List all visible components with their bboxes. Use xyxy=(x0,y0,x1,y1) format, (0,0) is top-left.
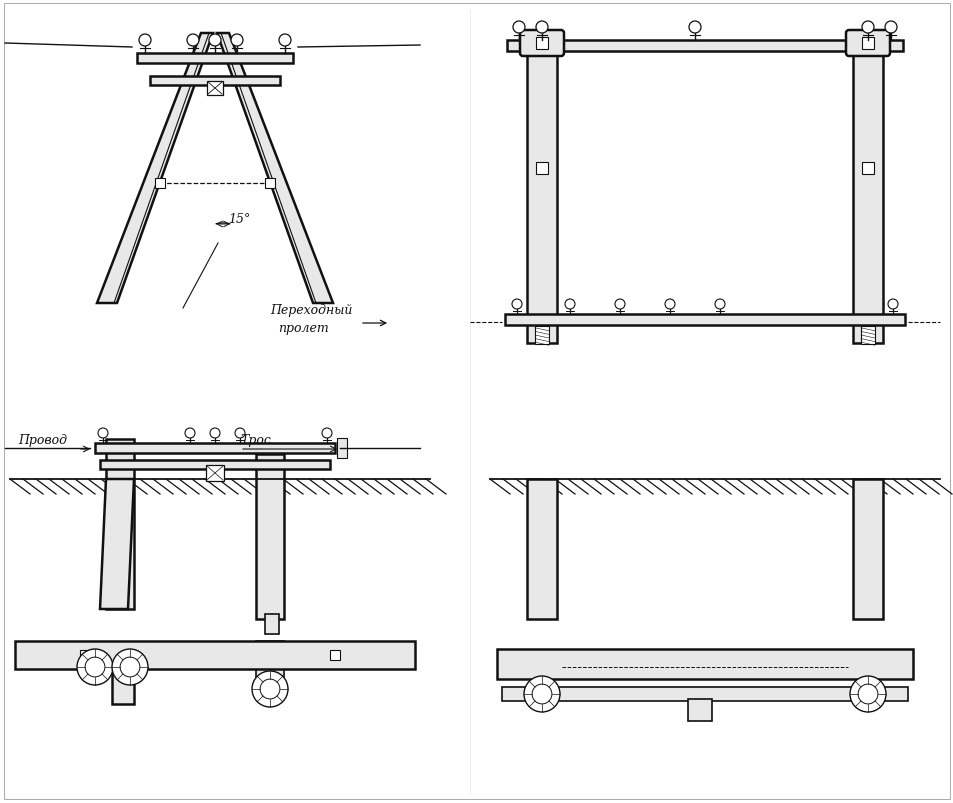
Bar xyxy=(501,687,907,701)
Circle shape xyxy=(887,300,897,310)
FancyBboxPatch shape xyxy=(519,31,563,57)
Circle shape xyxy=(664,300,675,310)
Bar xyxy=(100,460,330,470)
Circle shape xyxy=(187,35,199,47)
Bar xyxy=(852,34,882,344)
Bar xyxy=(80,650,90,660)
Bar xyxy=(106,439,133,609)
Circle shape xyxy=(209,35,221,47)
Circle shape xyxy=(849,676,885,712)
Circle shape xyxy=(857,684,877,704)
Bar xyxy=(95,443,335,454)
Bar xyxy=(536,38,547,50)
Circle shape xyxy=(210,429,220,438)
Circle shape xyxy=(615,300,624,310)
Bar xyxy=(506,41,902,52)
Text: Трос: Трос xyxy=(240,434,271,446)
Circle shape xyxy=(98,429,108,438)
Bar xyxy=(150,77,280,86)
Circle shape xyxy=(536,22,547,34)
Bar xyxy=(852,479,882,619)
Circle shape xyxy=(85,658,105,677)
Circle shape xyxy=(322,429,332,438)
Circle shape xyxy=(185,429,194,438)
Bar xyxy=(265,614,278,634)
Circle shape xyxy=(112,649,148,685)
Circle shape xyxy=(523,676,559,712)
Circle shape xyxy=(278,35,291,47)
Bar xyxy=(255,454,284,619)
Bar xyxy=(336,438,347,459)
Circle shape xyxy=(513,22,524,34)
Circle shape xyxy=(688,22,700,34)
Circle shape xyxy=(139,35,151,47)
FancyBboxPatch shape xyxy=(845,31,889,57)
Bar xyxy=(687,699,711,721)
Circle shape xyxy=(260,679,279,699)
Circle shape xyxy=(231,35,243,47)
Circle shape xyxy=(564,300,575,310)
Text: Провод: Провод xyxy=(18,434,67,446)
Bar xyxy=(137,54,293,64)
Bar xyxy=(330,650,339,660)
Circle shape xyxy=(234,429,245,438)
Circle shape xyxy=(714,300,724,310)
Bar xyxy=(206,466,224,482)
Text: пролет: пролет xyxy=(277,321,329,335)
Circle shape xyxy=(532,684,552,704)
Bar xyxy=(255,642,284,677)
Polygon shape xyxy=(100,479,133,609)
Polygon shape xyxy=(216,34,333,304)
Bar xyxy=(535,327,548,344)
Polygon shape xyxy=(97,34,213,304)
Circle shape xyxy=(252,671,288,707)
Bar xyxy=(15,642,415,669)
Bar xyxy=(862,38,873,50)
Circle shape xyxy=(884,22,896,34)
Bar xyxy=(862,163,873,175)
Text: Переходный: Переходный xyxy=(270,304,352,316)
Bar xyxy=(861,327,874,344)
Circle shape xyxy=(120,658,140,677)
Bar xyxy=(526,479,557,619)
Circle shape xyxy=(77,649,112,685)
Bar xyxy=(526,34,557,344)
Bar xyxy=(207,82,223,96)
Bar xyxy=(112,669,133,704)
Bar xyxy=(265,179,274,189)
Bar xyxy=(536,163,547,175)
Bar xyxy=(504,315,904,325)
Bar xyxy=(154,179,165,189)
Bar xyxy=(497,649,912,679)
Circle shape xyxy=(512,300,521,310)
Circle shape xyxy=(862,22,873,34)
Text: 15°: 15° xyxy=(228,213,250,226)
